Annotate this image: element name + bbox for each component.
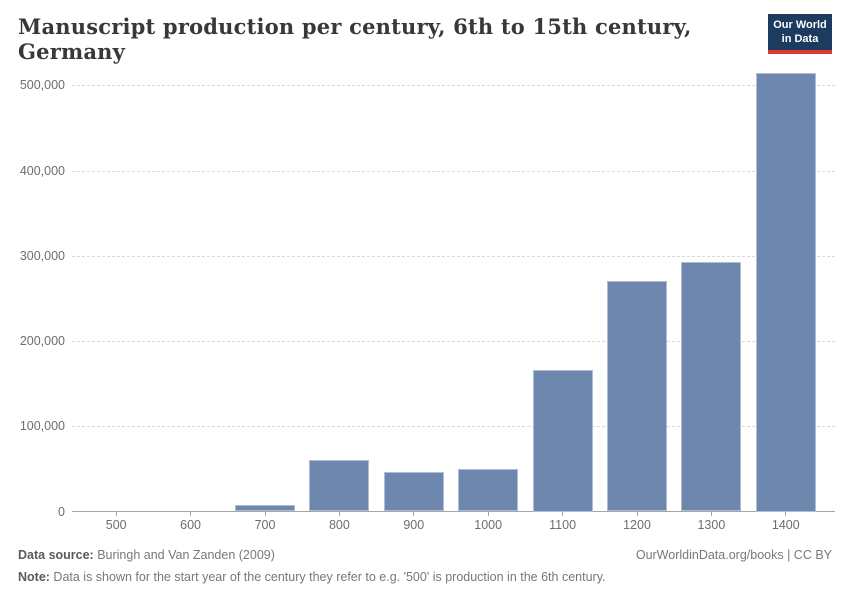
bar-1100[interactable] <box>532 370 593 512</box>
gridline-100,000 <box>72 426 835 428</box>
x-axis-tick-1300 <box>710 511 712 516</box>
gridline-500,000 <box>72 85 835 87</box>
bar-800[interactable] <box>309 460 370 512</box>
x-axis-label-1000: 1000 <box>474 518 503 532</box>
bar-1300[interactable] <box>681 261 742 512</box>
x-axis-label-800: 800 <box>328 518 350 532</box>
y-axis-label-300,000: 300,000 <box>19 248 65 263</box>
data-source-text: Data source: Buringh and Van Zanden (200… <box>18 547 275 563</box>
y-axis-label-400,000: 400,000 <box>19 163 65 178</box>
y-axis-label-100,000: 100,000 <box>19 419 65 434</box>
x-axis-tick-1200 <box>636 511 638 516</box>
bar-1400[interactable] <box>755 72 816 512</box>
y-axis-label-0: 0 <box>58 504 65 519</box>
owid-logo[interactable]: Our World in Data <box>768 14 832 54</box>
x-axis-label-1200: 1200 <box>623 518 651 532</box>
x-axis-tick-700 <box>264 511 266 516</box>
x-axis-tick-800 <box>338 511 340 516</box>
data-source-value: Buringh and Van Zanden (2009) <box>93 548 275 562</box>
x-axis-tick-900 <box>413 511 415 516</box>
x-axis-label-600: 600 <box>180 518 202 532</box>
x-axis-label-500: 500 <box>105 518 127 532</box>
gridline-400,000 <box>72 170 835 172</box>
x-axis-tick-500 <box>115 511 117 516</box>
note-label: Note: <box>18 570 50 584</box>
data-source-label: Data source: <box>18 548 94 562</box>
x-axis-label-700: 700 <box>254 518 276 532</box>
bar-900[interactable] <box>383 472 444 512</box>
footer-note-row: Note: Data is shown for the start year o… <box>18 569 832 585</box>
bar-1000[interactable] <box>458 468 519 512</box>
x-axis-label-900: 900 <box>403 518 425 532</box>
footer-source-row: Data source: Buringh and Van Zanden (200… <box>18 547 832 563</box>
y-axis-label-200,000: 200,000 <box>19 334 65 348</box>
chart-title: Manuscript production per century, 6th t… <box>18 14 692 65</box>
x-axis-label-1300: 1300 <box>697 518 726 532</box>
owid-credit-link[interactable]: OurWorldinData.org/books | CC BY <box>635 548 832 562</box>
x-axis-tick-1000 <box>487 511 489 516</box>
owid-logo-line2: in Data <box>781 33 819 46</box>
x-axis-label-1400: 1400 <box>771 518 800 532</box>
bar-1200[interactable] <box>607 281 667 512</box>
owid-logo-accent-bar <box>768 49 832 54</box>
x-axis-tick-1400 <box>785 511 787 516</box>
gridline-300,000 <box>72 255 835 257</box>
x-axis-label-1100: 1100 <box>549 518 577 532</box>
owid-logo-line1: Our World <box>773 19 827 31</box>
owid-logo-box: Our World in Data <box>768 14 832 50</box>
x-axis-tick-600 <box>190 511 192 516</box>
y-axis-label-500,000: 500,000 <box>19 78 65 93</box>
x-axis-tick-1100 <box>562 511 564 516</box>
x-axis-line <box>72 511 835 512</box>
note-value: Data is shown for the start year of the … <box>49 570 606 584</box>
bar-700[interactable] <box>235 504 295 512</box>
gridline-200,000 <box>72 341 835 342</box>
